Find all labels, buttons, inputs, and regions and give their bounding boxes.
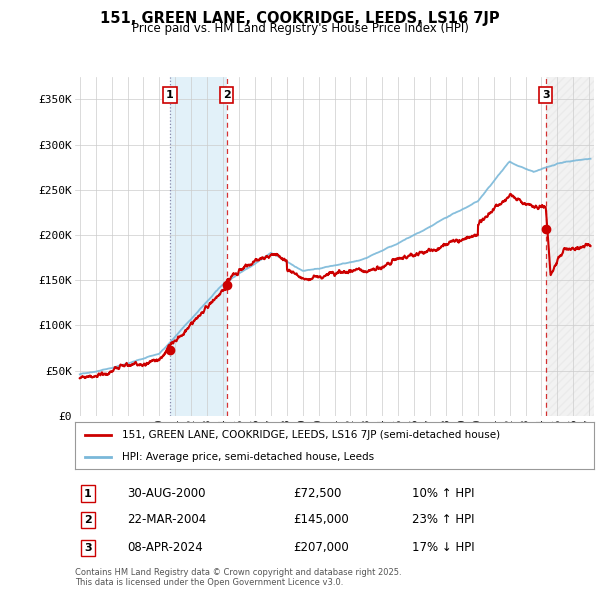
Text: Contains HM Land Registry data © Crown copyright and database right 2025.
This d: Contains HM Land Registry data © Crown c… bbox=[75, 568, 401, 587]
Text: 1: 1 bbox=[166, 90, 174, 100]
Text: 3: 3 bbox=[542, 90, 550, 100]
Text: 2: 2 bbox=[84, 515, 92, 525]
Bar bbox=[170, 77, 227, 416]
Text: 30-AUG-2000: 30-AUG-2000 bbox=[127, 487, 205, 500]
Text: £72,500: £72,500 bbox=[293, 487, 341, 500]
Text: Price paid vs. HM Land Registry's House Price Index (HPI): Price paid vs. HM Land Registry's House … bbox=[131, 22, 469, 35]
Text: 17% ↓ HPI: 17% ↓ HPI bbox=[412, 541, 475, 554]
Text: 1: 1 bbox=[84, 489, 92, 499]
Text: £145,000: £145,000 bbox=[293, 513, 349, 526]
Text: 151, GREEN LANE, COOKRIDGE, LEEDS, LS16 7JP (semi-detached house): 151, GREEN LANE, COOKRIDGE, LEEDS, LS16 … bbox=[122, 430, 500, 440]
Bar bbox=[546, 77, 594, 416]
Text: 23% ↑ HPI: 23% ↑ HPI bbox=[412, 513, 475, 526]
Text: 08-APR-2024: 08-APR-2024 bbox=[127, 541, 203, 554]
Text: £207,000: £207,000 bbox=[293, 541, 349, 554]
Text: 151, GREEN LANE, COOKRIDGE, LEEDS, LS16 7JP: 151, GREEN LANE, COOKRIDGE, LEEDS, LS16 … bbox=[100, 11, 500, 25]
Text: 22-MAR-2004: 22-MAR-2004 bbox=[127, 513, 206, 526]
Text: 3: 3 bbox=[84, 543, 92, 553]
Text: HPI: Average price, semi-detached house, Leeds: HPI: Average price, semi-detached house,… bbox=[122, 453, 374, 462]
Text: 2: 2 bbox=[223, 90, 230, 100]
Text: 10% ↑ HPI: 10% ↑ HPI bbox=[412, 487, 475, 500]
